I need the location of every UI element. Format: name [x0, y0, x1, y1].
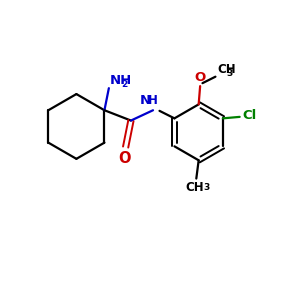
- Text: NH: NH: [110, 74, 132, 87]
- Text: O: O: [118, 151, 131, 166]
- Text: CH: CH: [217, 62, 236, 76]
- Text: CH: CH: [185, 181, 204, 194]
- Text: Cl: Cl: [243, 109, 257, 122]
- Text: 3: 3: [226, 69, 233, 78]
- Text: 2: 2: [121, 80, 127, 89]
- Text: 3: 3: [204, 183, 210, 192]
- Text: N: N: [140, 94, 151, 107]
- Text: O: O: [194, 71, 206, 84]
- Text: H: H: [148, 94, 158, 107]
